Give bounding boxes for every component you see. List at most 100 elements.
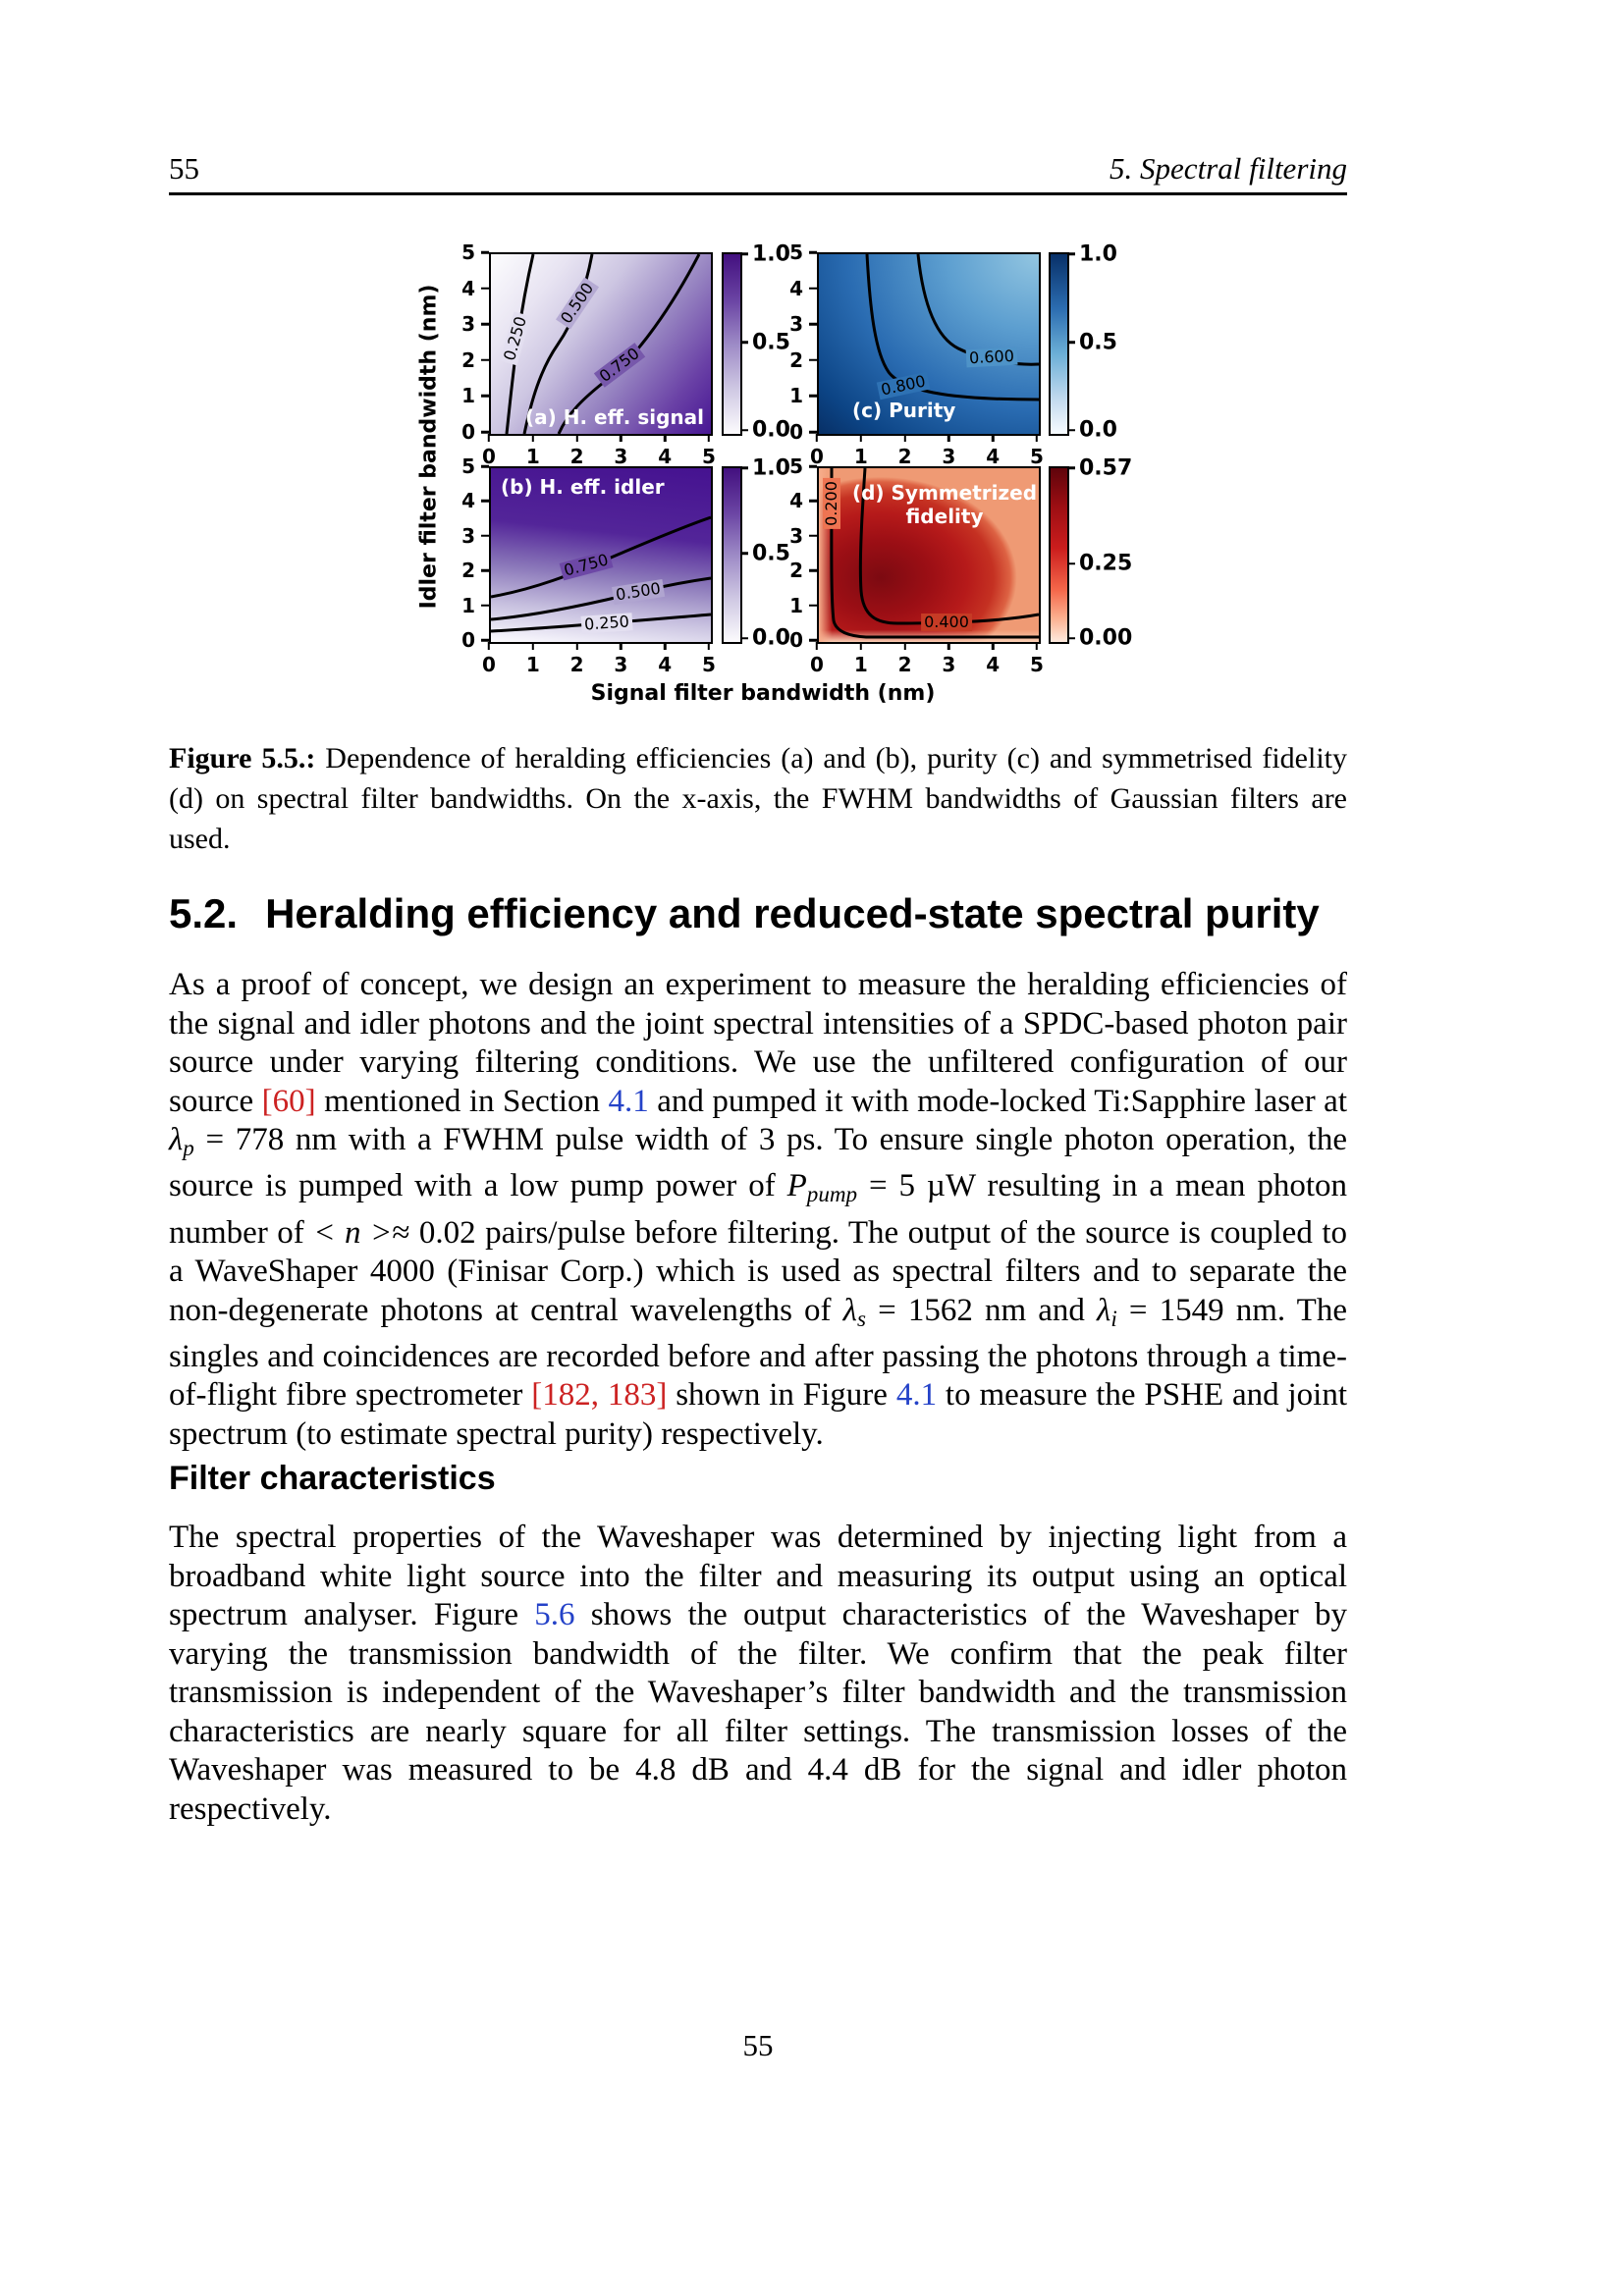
- tick-label: 1.0: [752, 241, 790, 267]
- tick-label: 3: [942, 653, 956, 676]
- tick-label: 3: [614, 653, 628, 676]
- tick-label: 0.5: [752, 330, 790, 354]
- tick-label: 0.00: [1079, 625, 1133, 651]
- text-segment: mentioned in Section: [315, 1083, 609, 1119]
- tick-label: 2: [897, 445, 912, 468]
- cross-reference-link[interactable]: 4.1: [608, 1083, 649, 1119]
- tick-label: 4: [461, 276, 475, 300]
- tick-label: 1: [853, 653, 868, 676]
- tick-label: 1: [461, 384, 475, 408]
- text-segment: and pumped it with mode-locked Ti:Sapphi…: [648, 1083, 1347, 1119]
- section-number: 5.2.: [169, 890, 239, 936]
- text-segment: = 1549 nm. The singles and coincidences …: [169, 1292, 1347, 1414]
- header-chapter-title: 5. Spectral filtering: [1110, 151, 1347, 186]
- section-title: Heralding efficiency and reduced-state s…: [265, 890, 1320, 936]
- tick-label: 4: [986, 445, 1001, 468]
- tick-label: 0: [789, 628, 803, 652]
- header-page-number: 55: [169, 151, 199, 186]
- colorbar-ticks-a: 1.0 0.5 0.0: [752, 241, 821, 442]
- tick-label: 2: [789, 347, 803, 372]
- text-segment: The spectral properties of the Waveshape…: [169, 1520, 1347, 1632]
- tick-label: 0: [461, 420, 475, 444]
- cross-reference-link[interactable]: 5.6: [534, 1597, 575, 1632]
- tick-label: 3: [789, 312, 803, 337]
- tick-label: 0: [482, 445, 496, 468]
- contour-plot-b: 0.750 0.500 0.250 (b) H. eff. idler: [489, 466, 713, 644]
- tick-label: 4: [789, 489, 803, 513]
- body-paragraph-1: As a proof of concept, we design an expe…: [169, 966, 1347, 1454]
- contour-label: 0.200: [822, 478, 840, 529]
- cross-reference-link[interactable]: 4.1: [895, 1377, 938, 1414]
- tick-label: 5: [1030, 445, 1044, 468]
- tick-label: 1: [525, 445, 540, 468]
- text-segment: < n >: [313, 1214, 393, 1251]
- tick-label: 0: [810, 653, 824, 676]
- contour-label: 0.400: [921, 614, 972, 631]
- text-segment: = 1562 nm and: [865, 1292, 1098, 1328]
- text-segment: i: [1110, 1305, 1117, 1331]
- colorbar-d: [1049, 466, 1069, 644]
- tick-label: 1.0: [752, 455, 790, 481]
- x-tick-labels-b: 0 1 2 3 4 5: [482, 642, 716, 676]
- tick-label: 0.5: [1079, 330, 1117, 354]
- colorbar-c: [1049, 252, 1069, 436]
- tick-label: 1: [461, 593, 475, 617]
- plot-title-b: (b) H. eff. idler: [501, 475, 665, 499]
- contour-plot-d: 0.200 0.400 (d) Symmetrized fidelity: [817, 466, 1041, 644]
- text-segment: p: [183, 1134, 194, 1160]
- text-segment: = 778 nm with a FWHM pulse width of 3 ps…: [169, 1122, 1347, 1204]
- figure-caption-tag: Figure 5.5.:: [169, 742, 316, 774]
- text-segment: ≈ 0.02 pairs/pulse before filtering. The…: [169, 1214, 1347, 1328]
- citation-link[interactable]: [60]: [261, 1083, 316, 1119]
- plot-title-d: (d) Symmetrized: [851, 481, 1038, 505]
- tick-label: 5: [789, 240, 803, 264]
- figure-x-axis-label: Signal filter bandwidth (nm): [590, 681, 936, 706]
- citation-link[interactable]: [182, 183]: [531, 1377, 668, 1414]
- tick-label: 3: [789, 523, 803, 548]
- text-segment: λ: [842, 1292, 857, 1328]
- tick-label: 0.0: [752, 625, 790, 651]
- contour-label: 0.250: [580, 612, 633, 634]
- contour-label: 0.600: [965, 347, 1018, 368]
- tick-label: 3: [942, 445, 956, 468]
- contour-surface-d: [819, 468, 1039, 642]
- tick-label: 2: [569, 653, 584, 676]
- tick-label: 4: [658, 445, 673, 468]
- text-segment: λ: [169, 1122, 184, 1157]
- text-segment: = 5 µW resulting in a mean photon number…: [169, 1168, 1347, 1251]
- tick-label: 2: [897, 653, 912, 676]
- text-segment: P: [786, 1168, 807, 1204]
- header-rule: [169, 192, 1347, 195]
- text-segment: As a proof of concept, we design an expe…: [169, 967, 1347, 1119]
- colorbar-a: [722, 252, 742, 436]
- tick-label: 1: [853, 445, 868, 468]
- tick-label: 5: [702, 445, 716, 468]
- x-tick-labels-a: 0 1 2 3 4 5: [482, 434, 716, 468]
- tick-label: 3: [461, 312, 475, 337]
- tick-label: 5: [461, 454, 475, 478]
- figure-5-5: Idler filter bandwidth (nm) Signal filte…: [412, 240, 1159, 728]
- tick-label: 0.0: [752, 417, 790, 443]
- plot-title-a: (a) H. eff. signal: [524, 405, 704, 429]
- text-segment: shown in Figure: [667, 1377, 896, 1414]
- tick-label: 2: [789, 559, 803, 583]
- contour-surface-c: [819, 254, 1039, 434]
- tick-label: 2: [461, 347, 475, 372]
- text-segment: to measure the PSHE and joint spectrum (…: [169, 1377, 1347, 1452]
- tick-label: 1: [789, 384, 803, 408]
- tick-label: 0.25: [1079, 551, 1133, 576]
- tick-label: 5: [789, 454, 803, 478]
- tick-label: 4: [789, 276, 803, 300]
- tick-label: 4: [986, 653, 1001, 676]
- tick-label: 0.57: [1079, 455, 1133, 481]
- text-segment: s: [856, 1305, 866, 1331]
- tick-label: 0: [461, 628, 475, 652]
- tick-label: 2: [461, 559, 475, 583]
- colorbar-ticks-d: 0.57 0.25 0.00: [1079, 455, 1148, 650]
- tick-label: 5: [461, 240, 475, 264]
- tick-label: 5: [702, 653, 716, 676]
- tick-label: 0.5: [752, 541, 790, 565]
- colorbar-b: [722, 466, 742, 644]
- tick-label: 4: [658, 653, 673, 676]
